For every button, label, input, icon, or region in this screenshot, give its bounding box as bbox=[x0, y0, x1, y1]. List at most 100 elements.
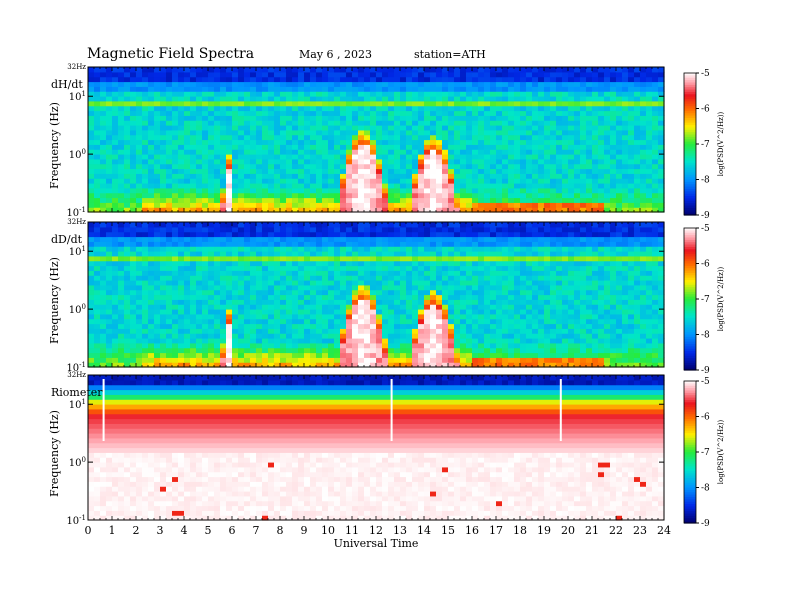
spectrogram-cell bbox=[364, 115, 371, 121]
spectrogram-cell bbox=[322, 347, 329, 354]
spectrogram-cell bbox=[88, 222, 95, 228]
spectrogram-cell bbox=[160, 289, 167, 296]
spectrogram-cell bbox=[412, 115, 419, 121]
spectrogram-cell bbox=[334, 110, 341, 116]
spectrogram-cell bbox=[202, 86, 209, 92]
spectrogram-cell bbox=[358, 134, 365, 141]
spectrogram-cell bbox=[232, 202, 239, 208]
spectrogram-cell bbox=[166, 294, 173, 300]
spectrogram-cell bbox=[346, 71, 353, 78]
spectrogram-cell bbox=[160, 183, 167, 189]
spectrogram-cell bbox=[388, 241, 395, 247]
spectrogram-cell bbox=[154, 125, 161, 131]
spectrogram-cell bbox=[88, 318, 95, 325]
spectrogram-cell bbox=[442, 241, 449, 247]
spectrogram-cell bbox=[562, 139, 569, 145]
spectrogram-cell bbox=[502, 154, 509, 160]
spectrogram-cell bbox=[538, 120, 545, 126]
spectrogram-cell bbox=[406, 178, 413, 184]
spectrogram-cell bbox=[412, 105, 419, 112]
spectrogram-cell bbox=[298, 280, 305, 286]
spectrogram-cell bbox=[496, 81, 503, 87]
spectrogram-cell bbox=[622, 139, 629, 145]
spectrogram-cell bbox=[148, 318, 155, 325]
spectrogram-cell bbox=[250, 115, 257, 121]
spectrogram-cell bbox=[154, 338, 161, 344]
spectrogram-cell bbox=[202, 120, 209, 126]
spectrogram-cell bbox=[214, 338, 221, 344]
spectrogram-cell bbox=[580, 168, 587, 174]
spectrogram-cell bbox=[376, 342, 383, 349]
spectrogram-cell bbox=[244, 183, 251, 189]
spectrogram-cell bbox=[136, 115, 143, 121]
spectrogram-cell bbox=[136, 207, 143, 213]
spectrogram-cell bbox=[304, 110, 311, 116]
spectrogram-cell bbox=[196, 163, 203, 170]
spectrogram-cell bbox=[604, 173, 611, 179]
spectrogram-cell bbox=[562, 187, 569, 194]
spectrogram-cell bbox=[604, 110, 611, 116]
spectrogram-cell bbox=[328, 105, 335, 112]
spectrogram-cell bbox=[364, 280, 371, 286]
spectrogram-cell bbox=[310, 144, 317, 150]
spectrogram-cell bbox=[436, 333, 443, 339]
spectrogram-cell bbox=[376, 129, 383, 136]
spectrogram-cell bbox=[364, 352, 371, 358]
spectrogram-cell bbox=[280, 207, 287, 213]
spectrogram-cell bbox=[412, 318, 419, 325]
spectrogram-cell bbox=[142, 313, 149, 320]
spectrogram-cell bbox=[406, 96, 413, 102]
spectrogram-cell bbox=[136, 163, 143, 170]
spectrogram-cell bbox=[172, 81, 179, 87]
spectrogram-cell bbox=[274, 323, 281, 329]
spectrogram-cell bbox=[208, 120, 215, 126]
spectrogram-cell bbox=[124, 338, 131, 344]
spectrogram-cell bbox=[442, 120, 449, 126]
spectrogram-cell bbox=[370, 202, 377, 208]
spectrogram-cell bbox=[538, 192, 545, 199]
spectrogram-cell bbox=[136, 105, 143, 112]
spectrogram-cell bbox=[178, 280, 185, 286]
spectrogram-cell bbox=[88, 110, 95, 116]
spectrogram-cell bbox=[334, 275, 341, 281]
spectrogram-cell bbox=[124, 139, 131, 145]
spectrogram-cell bbox=[346, 96, 353, 102]
spectrogram-cell bbox=[124, 251, 131, 257]
spectrogram-cell bbox=[238, 202, 245, 208]
spectrogram-cell bbox=[298, 202, 305, 208]
spectrogram-cell bbox=[148, 158, 155, 165]
spectrogram-cell bbox=[106, 100, 113, 107]
spectrogram-cell bbox=[442, 202, 449, 208]
spectrogram-cell bbox=[172, 125, 179, 131]
spectrogram-cell bbox=[484, 139, 491, 145]
spectrogram-cell bbox=[442, 299, 449, 305]
spectrogram-cell bbox=[256, 81, 263, 87]
spectrogram-cell bbox=[130, 328, 137, 334]
spectrogram-cell bbox=[184, 338, 191, 344]
spectrogram-cell bbox=[196, 105, 203, 112]
spectrogram-cell bbox=[514, 144, 521, 150]
spectrogram-cell bbox=[238, 91, 245, 97]
spectrogram-cell bbox=[286, 304, 293, 310]
spectrogram-cell bbox=[424, 144, 431, 150]
spectrogram-cell bbox=[190, 275, 197, 281]
spectrogram-cell bbox=[220, 260, 227, 267]
spectrogram-cell bbox=[178, 333, 185, 339]
spectrogram-cell bbox=[562, 207, 569, 213]
spectrogram-cell bbox=[328, 67, 335, 73]
spectrogram-cell bbox=[262, 125, 269, 131]
spectrogram-cell bbox=[466, 110, 473, 116]
spectrogram-cell bbox=[244, 275, 251, 281]
spectrogram-cell bbox=[646, 67, 653, 73]
spectrogram-cell bbox=[478, 91, 485, 97]
spectrogram-cell bbox=[544, 163, 551, 170]
spectrogram-cell bbox=[370, 251, 377, 257]
spectrogram-cell bbox=[370, 163, 377, 170]
spectrogram-cell bbox=[274, 105, 281, 112]
spectrogram-cell bbox=[256, 294, 263, 300]
spectrogram-cell bbox=[124, 255, 131, 262]
spectrogram-cell bbox=[610, 168, 617, 174]
spectrogram-cell bbox=[586, 178, 593, 184]
spectrogram-cell bbox=[322, 357, 329, 363]
spectrogram-cell bbox=[148, 357, 155, 363]
